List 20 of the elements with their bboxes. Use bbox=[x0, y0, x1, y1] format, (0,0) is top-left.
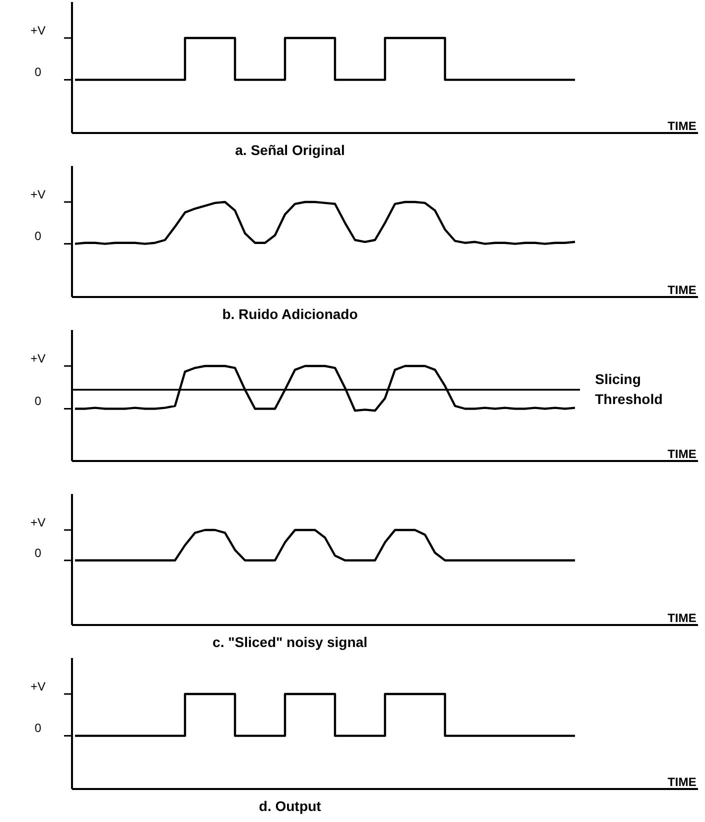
text: +V bbox=[30, 187, 46, 202]
text: c. "Sliced" noisy signal bbox=[212, 634, 368, 650]
ref-line-label: Slicing Threshold bbox=[595, 370, 663, 407]
text: TIME bbox=[668, 775, 696, 789]
text: 0 bbox=[34, 546, 42, 560]
text: a. Señal Original bbox=[235, 142, 345, 158]
text: d. Output bbox=[258, 798, 322, 814]
text: TIME bbox=[668, 611, 696, 625]
text: TIME bbox=[668, 119, 696, 133]
text: +V bbox=[30, 23, 46, 38]
text: TIME bbox=[668, 283, 696, 297]
text: +V bbox=[30, 351, 46, 366]
text: 0 bbox=[34, 721, 42, 736]
text: 0 bbox=[34, 65, 42, 80]
text: +V bbox=[30, 679, 46, 694]
text: +V bbox=[30, 515, 46, 530]
text: 0 bbox=[34, 229, 42, 244]
text: 0 bbox=[34, 394, 42, 408]
text: b. Ruido Adicionado bbox=[222, 306, 358, 322]
text: TIME bbox=[668, 447, 696, 461]
